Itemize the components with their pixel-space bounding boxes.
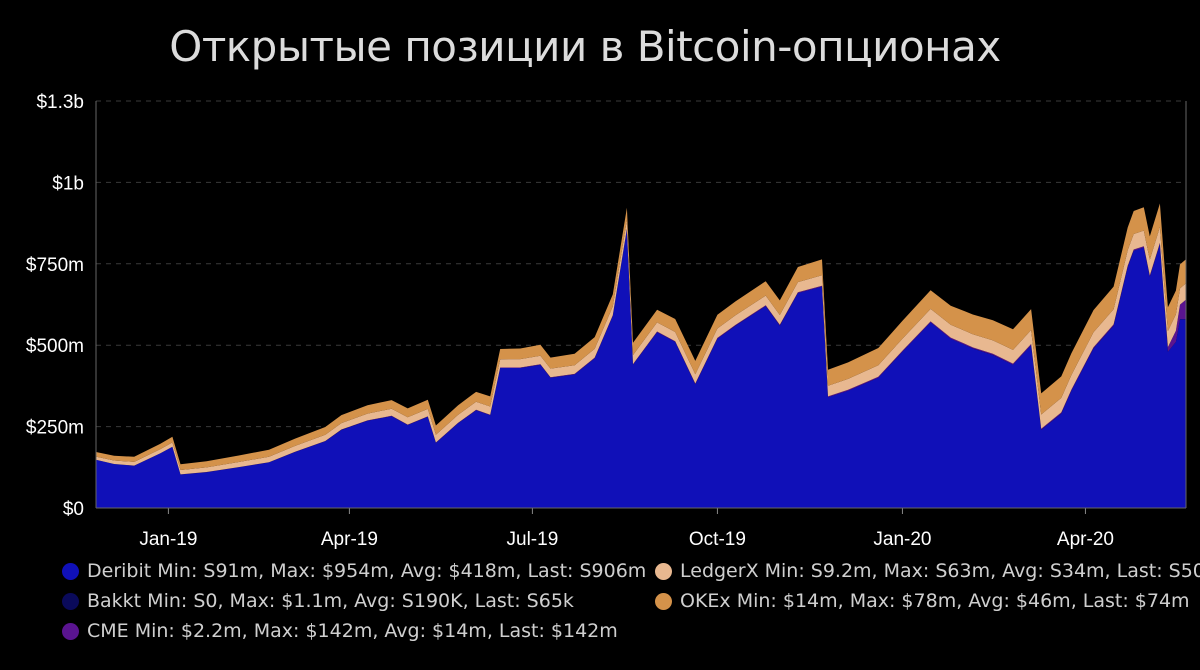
chart-title: Открытые позиции в Bitcoin-опционах (169, 22, 1001, 71)
y-tick-label: $500m (26, 336, 84, 357)
legend-item-deribit[interactable]: Deribit Min: S91m, Max: $954m, Avg: $418… (62, 558, 646, 584)
x-tick-label: Apr-19 (321, 529, 378, 550)
series-area-deribit (96, 229, 1186, 508)
series-area-ledgerx (96, 220, 1186, 475)
legend-item-bakkt[interactable]: Bakkt Min: S0, Max: $1.1m, Avg: S190K, L… (62, 588, 574, 614)
x-tick-label: Jan-20 (873, 529, 931, 550)
x-tick-label: Jan-19 (139, 529, 197, 550)
legend-label: CME Min: $2.2m, Max: $142m, Avg: $14m, L… (87, 620, 618, 642)
legend-swatch (62, 562, 79, 580)
legend-swatch (655, 592, 672, 610)
legend-swatch (655, 562, 672, 580)
legend-item-cme[interactable]: CME Min: $2.2m, Max: $142m, Avg: $14m, L… (62, 618, 618, 644)
legend-item-okex[interactable]: OKEx Min: $14m, Max: $78m, Avg: $46m, La… (655, 588, 1190, 614)
y-tick-label: $250m (26, 418, 84, 439)
legend-item-ledgerx[interactable]: LedgerX Min: S9.2m, Max: S63m, Avg: S34m… (655, 558, 1200, 584)
legend-label: OKEx Min: $14m, Max: $78m, Avg: $46m, La… (680, 590, 1190, 612)
y-tick-label: $1.3b (36, 92, 84, 113)
legend-label: Deribit Min: S91m, Max: $954m, Avg: $418… (87, 560, 647, 582)
legend-swatch (62, 592, 79, 610)
legend-label: Bakkt Min: S0, Max: $1.1m, Avg: S190K, L… (87, 590, 574, 612)
series-area-okex (96, 203, 1186, 470)
y-tick-label: $750m (26, 255, 84, 276)
legend-swatch (62, 622, 79, 640)
y-tick-label: $1b (52, 173, 84, 194)
x-tick-label: Apr-20 (1057, 529, 1114, 550)
x-tick-label: Jul-19 (507, 529, 559, 550)
x-tick-label: Oct-19 (689, 529, 746, 550)
y-tick-label: $0 (63, 499, 84, 520)
legend-label: LedgerX Min: S9.2m, Max: S63m, Avg: S34m… (680, 560, 1200, 582)
